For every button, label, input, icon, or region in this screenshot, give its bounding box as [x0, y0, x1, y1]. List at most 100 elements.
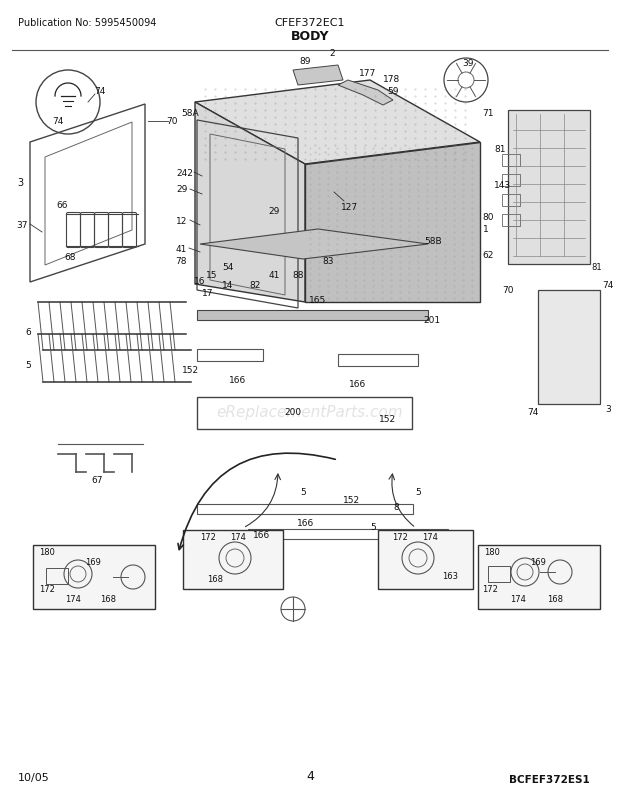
Bar — [183, 530, 283, 589]
Bar — [502, 215, 520, 227]
Polygon shape — [293, 66, 343, 86]
Text: 3: 3 — [17, 178, 23, 188]
Text: 74: 74 — [52, 116, 64, 125]
Text: 82: 82 — [249, 282, 260, 290]
Text: 71: 71 — [482, 108, 494, 117]
Text: 5: 5 — [25, 361, 31, 370]
Text: 180: 180 — [484, 548, 500, 557]
Text: 178: 178 — [383, 75, 401, 84]
Text: 180: 180 — [39, 548, 55, 557]
Text: 168: 168 — [207, 575, 223, 584]
Text: 3: 3 — [605, 405, 611, 414]
Text: 80: 80 — [482, 213, 494, 221]
Text: 172: 172 — [200, 533, 216, 542]
Text: 163: 163 — [442, 572, 458, 581]
Text: 172: 172 — [482, 585, 498, 593]
Text: 70: 70 — [502, 286, 514, 295]
Bar — [33, 545, 155, 610]
Text: 174: 174 — [65, 595, 81, 604]
Text: 166: 166 — [229, 376, 247, 385]
Text: 74: 74 — [602, 282, 614, 290]
Text: 8: 8 — [393, 503, 399, 512]
Text: 81: 81 — [494, 145, 506, 154]
Text: 177: 177 — [360, 68, 376, 78]
Text: 174: 174 — [230, 533, 246, 542]
Text: 16: 16 — [194, 276, 206, 286]
Text: 70: 70 — [166, 116, 178, 125]
Text: 200: 200 — [285, 408, 301, 417]
Text: 1: 1 — [483, 225, 489, 233]
Text: 143: 143 — [494, 181, 512, 190]
Text: CFEF372EC1: CFEF372EC1 — [275, 18, 345, 28]
Text: 201: 201 — [423, 316, 441, 325]
Bar — [488, 566, 510, 582]
Text: 10/05: 10/05 — [18, 772, 50, 782]
Text: 68: 68 — [64, 252, 76, 261]
Text: 6: 6 — [25, 328, 31, 337]
Text: BCFEF372ES1: BCFEF372ES1 — [509, 774, 590, 784]
Text: 172: 172 — [39, 585, 55, 593]
Text: 15: 15 — [206, 270, 218, 279]
Text: 5: 5 — [370, 522, 376, 531]
Polygon shape — [195, 81, 480, 164]
Text: 54: 54 — [223, 262, 234, 271]
Text: 165: 165 — [309, 296, 327, 305]
Text: 169: 169 — [530, 558, 546, 567]
Text: 67: 67 — [91, 476, 103, 485]
Polygon shape — [538, 290, 600, 404]
Text: 169: 169 — [85, 558, 101, 567]
Text: 168: 168 — [100, 595, 116, 604]
Text: 58B: 58B — [424, 237, 442, 245]
Text: 166: 166 — [298, 518, 314, 527]
Polygon shape — [200, 229, 428, 260]
Text: 127: 127 — [342, 203, 358, 213]
Bar — [478, 545, 600, 610]
Text: 152: 152 — [182, 366, 200, 375]
Text: 37: 37 — [16, 221, 28, 229]
Bar — [502, 155, 520, 167]
Text: eReplacementParts.com: eReplacementParts.com — [216, 405, 404, 420]
Text: 152: 152 — [343, 496, 361, 505]
Text: 88: 88 — [292, 271, 304, 280]
Text: 5: 5 — [415, 488, 421, 497]
Text: 62: 62 — [482, 251, 494, 260]
Text: 168: 168 — [547, 595, 563, 604]
Polygon shape — [508, 111, 590, 265]
Polygon shape — [195, 103, 305, 302]
Text: 17: 17 — [202, 290, 214, 298]
Text: Publication No: 5995450094: Publication No: 5995450094 — [18, 18, 156, 28]
Text: 166: 166 — [254, 531, 270, 540]
Text: 4: 4 — [306, 769, 314, 782]
Text: 12: 12 — [176, 217, 188, 225]
Text: 242: 242 — [177, 168, 193, 177]
Text: 174: 174 — [510, 595, 526, 604]
Text: 172: 172 — [392, 533, 408, 542]
Text: 174: 174 — [422, 533, 438, 542]
Text: 59: 59 — [388, 87, 399, 96]
Bar — [502, 175, 520, 187]
Text: 89: 89 — [299, 56, 311, 66]
Text: 5: 5 — [300, 488, 306, 497]
Bar — [378, 530, 473, 589]
Text: 74: 74 — [94, 87, 105, 95]
Text: BODY: BODY — [291, 30, 329, 43]
Polygon shape — [197, 310, 428, 321]
Text: 29: 29 — [268, 206, 280, 215]
Bar — [46, 569, 68, 585]
Polygon shape — [338, 81, 393, 106]
Text: 14: 14 — [223, 280, 234, 290]
Text: 41: 41 — [175, 244, 187, 253]
Bar — [502, 195, 520, 207]
Text: 81: 81 — [591, 263, 602, 272]
Text: 41: 41 — [268, 271, 280, 280]
Text: 166: 166 — [350, 380, 366, 389]
Text: 78: 78 — [175, 256, 187, 265]
Polygon shape — [305, 143, 480, 302]
Text: 74: 74 — [528, 408, 539, 417]
Text: 66: 66 — [56, 201, 68, 210]
Text: 152: 152 — [379, 415, 397, 424]
Text: 2: 2 — [329, 50, 335, 59]
Text: 58A: 58A — [181, 108, 199, 117]
Text: 39: 39 — [463, 59, 474, 67]
Text: 29: 29 — [176, 185, 188, 194]
